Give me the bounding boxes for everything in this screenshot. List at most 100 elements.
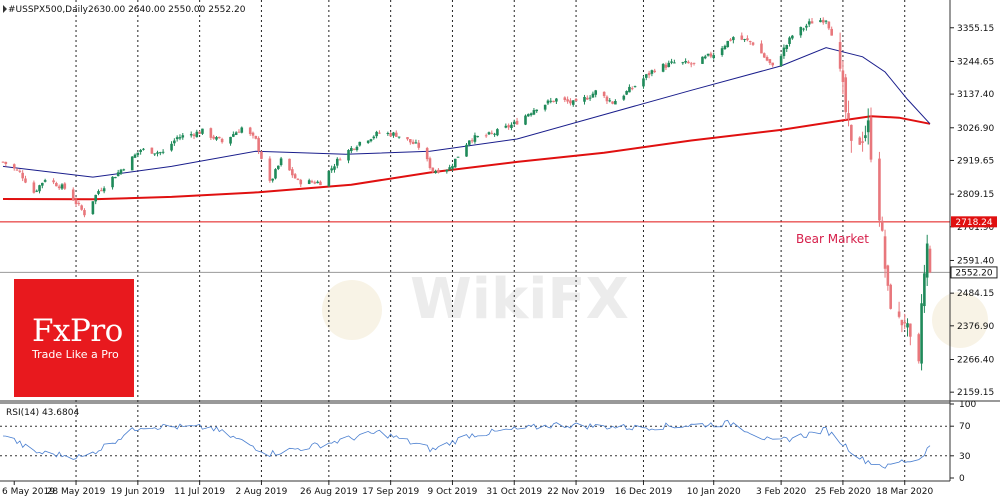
candle-body [60, 184, 64, 189]
candle-body [456, 156, 460, 158]
candle-body [192, 134, 196, 137]
candle-body [52, 180, 55, 183]
candle-body [254, 135, 258, 139]
candle-body [768, 59, 772, 64]
candle-body [819, 20, 822, 23]
candle-body [765, 57, 769, 61]
candle-body [608, 100, 612, 102]
candle-body [594, 90, 598, 95]
candle-body [178, 137, 182, 139]
candle-body [830, 28, 833, 36]
candle-body [920, 303, 923, 364]
candle-body [15, 169, 19, 171]
candle-body [431, 167, 435, 172]
candle-body [903, 322, 907, 324]
fxpro-logo-slogan: Trade Like a Pro [32, 348, 119, 361]
candle-body [729, 39, 732, 41]
candle-body [782, 47, 786, 57]
bear-market-label: Bear Market [796, 232, 869, 246]
candle-body [838, 42, 842, 69]
candle-body [18, 170, 22, 172]
moving-averages [2, 47, 931, 201]
candle-body [12, 164, 16, 169]
rsi-line [2, 419, 931, 469]
candle-body [614, 100, 617, 105]
candle-body [802, 28, 805, 30]
candle-body [869, 117, 873, 160]
candle-body [650, 70, 654, 74]
candle-body [330, 168, 333, 171]
candle-body [111, 176, 114, 188]
candle-body [425, 148, 429, 160]
time-axis-tick-label: 6 May 2019 [2, 487, 55, 497]
candle-body [751, 42, 755, 45]
candle-body [667, 62, 671, 68]
candle-body [591, 93, 595, 98]
price-axis-tick-label: 2484.15 [957, 289, 994, 299]
candle-body [762, 53, 766, 58]
candle-body [139, 149, 142, 152]
candle-body [661, 64, 665, 72]
candle-body [189, 134, 193, 136]
candle-body [465, 144, 468, 157]
price-axis-tick-label: 2809.15 [957, 190, 994, 200]
candle-body [709, 53, 713, 57]
candle-body [212, 136, 215, 139]
candle-body [386, 132, 390, 134]
candle-body [585, 97, 589, 100]
candle-body [57, 186, 61, 189]
candle-body [642, 78, 645, 87]
price-axis-tick-label: 2919.65 [957, 156, 994, 166]
candle-body [414, 142, 418, 144]
time-axis-tick-label: 11 Jul 2019 [174, 487, 225, 497]
candle-body [673, 62, 676, 64]
candle-body [237, 131, 241, 133]
candle-body [510, 124, 513, 128]
candle-body [850, 124, 853, 141]
candle-body [24, 178, 27, 183]
candle-body [291, 169, 294, 176]
candle-body [130, 156, 134, 171]
candle-body [296, 178, 300, 180]
candle-body [653, 70, 657, 72]
candle-body [369, 139, 373, 142]
candle-body [198, 131, 201, 134]
candle-body [866, 120, 870, 133]
candle-body [366, 140, 370, 143]
moving-average-long-line [2, 115, 931, 201]
candle-body [338, 159, 342, 161]
wikifx-watermark-icon [322, 280, 382, 340]
candle-body [161, 151, 165, 153]
candle-body [4, 161, 8, 164]
candle-body [566, 99, 569, 102]
candle-body [925, 243, 929, 278]
candle-body [810, 21, 814, 24]
candle-body [293, 174, 297, 179]
candle-body [470, 140, 474, 142]
candle-body [406, 137, 409, 140]
time-axis-tick-label: 22 Nov 2019 [547, 487, 605, 497]
candle-body [689, 63, 693, 65]
candle-body [288, 158, 291, 171]
candle-body [569, 100, 572, 104]
candle-body [240, 127, 244, 133]
chart-header-arrow-icon [3, 5, 7, 13]
candle-body [720, 48, 724, 55]
candle-body [529, 113, 533, 116]
candle-body [490, 132, 494, 134]
candle-body [397, 136, 401, 138]
time-axis-tick-label: 16 Dec 2019 [615, 487, 673, 497]
current-price-value: 2552.20 [955, 268, 992, 278]
time-axis-tick-label: 2 Aug 2019 [235, 487, 287, 497]
candle-body [319, 181, 322, 186]
candle-body [170, 143, 173, 151]
candle-body [684, 60, 687, 63]
candle-body [864, 135, 867, 139]
candle-body [159, 152, 162, 154]
candle-body [900, 319, 904, 326]
candle-body [785, 45, 789, 50]
candle-body [38, 185, 41, 192]
candle-body [142, 148, 145, 150]
candle-body [524, 115, 527, 125]
